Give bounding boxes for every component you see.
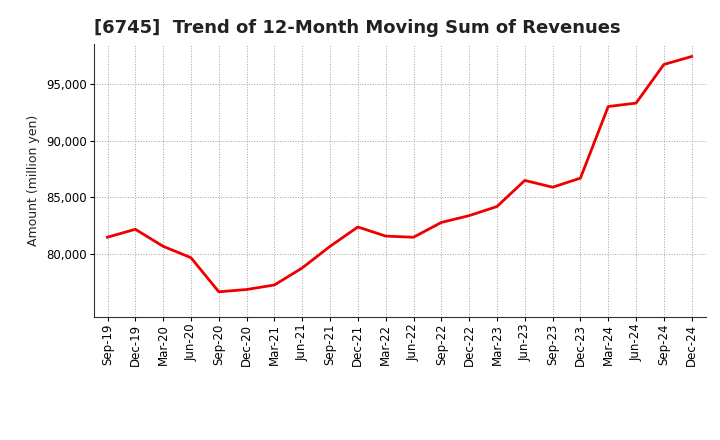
Text: [6745]  Trend of 12-Month Moving Sum of Revenues: [6745] Trend of 12-Month Moving Sum of R… [94,19,620,37]
Y-axis label: Amount (million yen): Amount (million yen) [27,115,40,246]
